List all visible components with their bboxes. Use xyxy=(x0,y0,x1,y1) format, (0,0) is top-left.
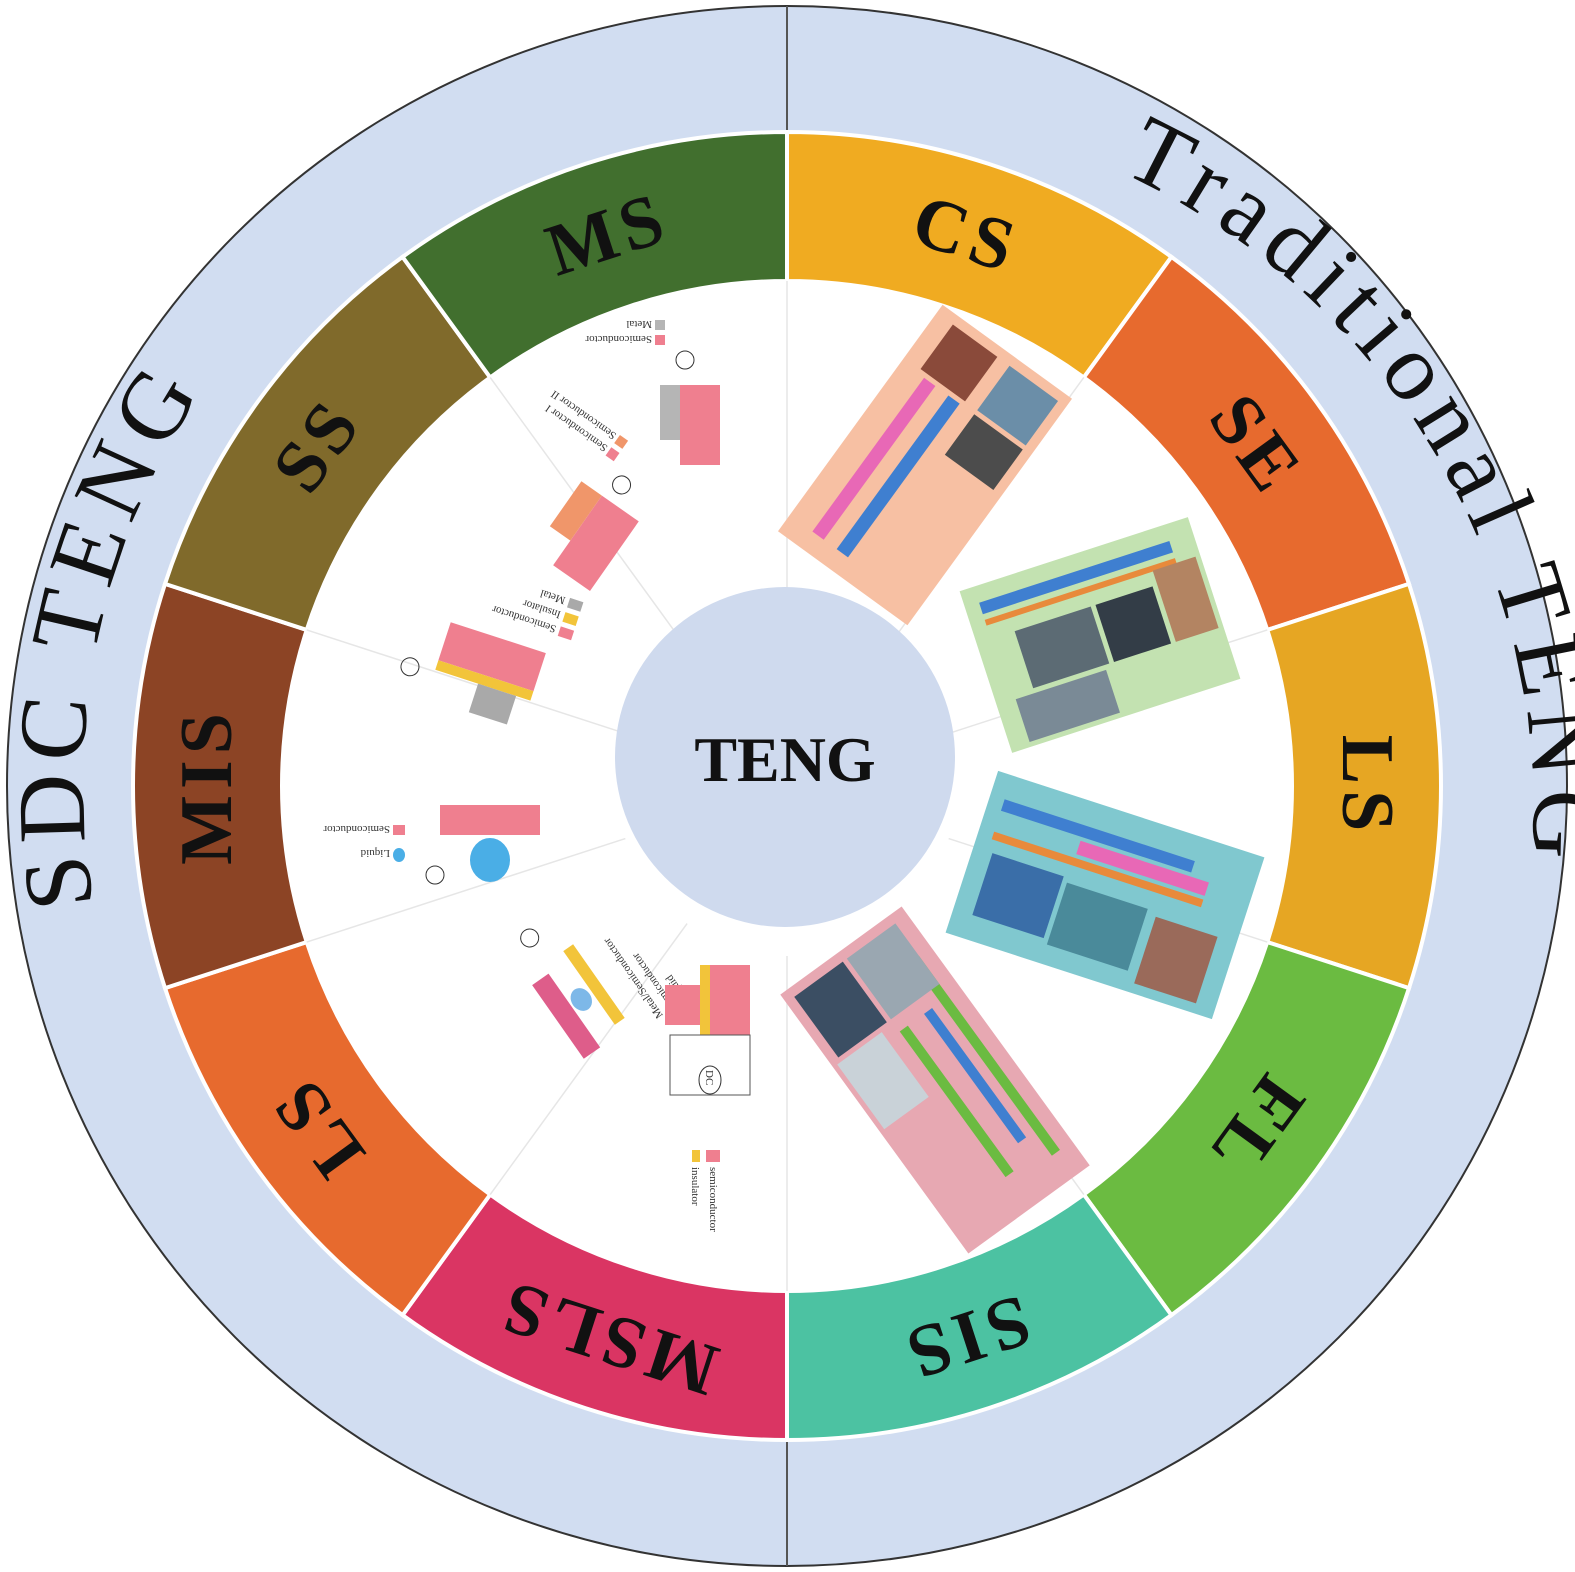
sdc-ls-legend-1: Semiconductor xyxy=(323,823,390,835)
ss-orange-block xyxy=(549,481,602,541)
mis-gray-block xyxy=(468,683,517,725)
sis-legend-swatch-1 xyxy=(706,1150,720,1162)
ls-orange-bar xyxy=(991,831,1204,908)
ls-blue-bar xyxy=(1000,799,1195,873)
fl-green-bar-1 xyxy=(910,955,1060,1156)
msls-ammeter xyxy=(520,928,540,948)
sis-circuit xyxy=(669,1034,751,1096)
sdc-ls-legend-swatch-1 xyxy=(393,825,405,835)
mis-legend-swatch-1 xyxy=(557,626,575,641)
se-photo-2 xyxy=(1095,586,1172,662)
sdc-ls-legend-swatch-2 xyxy=(393,848,405,862)
sis-yellow-layer xyxy=(700,965,710,1035)
sdc-ls-ammeter xyxy=(425,865,445,885)
cs-photo-3 xyxy=(920,324,998,402)
segment-label-mis-7: MIS xyxy=(166,707,248,865)
ms-gray-block xyxy=(660,385,680,440)
segment-label-ls-2: LS xyxy=(1326,735,1408,838)
ls-photo-1 xyxy=(972,853,1064,939)
fl-photo-2 xyxy=(794,961,887,1058)
sis-illustration: DC semiconductor insulator xyxy=(665,965,751,1232)
mis-yellow-layer xyxy=(435,660,534,701)
ss-legend-swatch-1 xyxy=(605,447,620,462)
se-blue-bar xyxy=(979,540,1174,615)
sdc-ls-pink-block xyxy=(440,805,540,835)
cs-photo-1 xyxy=(944,414,1023,490)
se-photo-3 xyxy=(1015,669,1120,742)
msls-yellow-block xyxy=(563,944,625,1025)
mis-legend-swatch-2 xyxy=(562,612,579,626)
ms-legend-swatch-1 xyxy=(655,335,665,345)
ls-photo-2 xyxy=(1046,882,1148,971)
sis-legend-swatch-2 xyxy=(692,1150,700,1162)
cs-pink-bar xyxy=(812,377,936,540)
ss-legend-swatch-2 xyxy=(614,434,629,449)
cs-blue-bar xyxy=(836,395,960,558)
ss-ammeter xyxy=(612,475,632,495)
ms-legend-swatch-2 xyxy=(655,320,665,330)
ls-photo-3 xyxy=(1134,916,1218,1004)
ls-pink-bar xyxy=(1076,840,1209,896)
fl-photo-3 xyxy=(837,1032,929,1130)
fl-blue-bar xyxy=(924,1007,1027,1144)
sdc-ls-illustration: Semiconductor Liquid xyxy=(323,805,540,885)
inner-divider-6 xyxy=(489,923,688,1195)
ms-pink-block xyxy=(680,385,720,465)
fl-illustration xyxy=(780,906,1090,1254)
ls-illustration xyxy=(945,770,1265,1020)
cs-photo-2 xyxy=(977,365,1059,446)
mis-pink-block xyxy=(438,622,546,692)
ms-ammeter xyxy=(675,350,695,370)
msls-pink-block xyxy=(532,973,601,1059)
se-illustration xyxy=(959,517,1241,753)
inner-divider-8 xyxy=(306,629,626,735)
inner-divider-7 xyxy=(306,837,626,943)
sdc-ls-droplet xyxy=(470,838,510,882)
sis-pink-block-1 xyxy=(710,965,750,1035)
se-photo-1 xyxy=(1014,606,1110,689)
fl-photo-1 xyxy=(846,923,940,1020)
msls-droplet xyxy=(570,988,593,1011)
sis-dc-source xyxy=(698,1065,722,1095)
cs-illustration xyxy=(777,304,1073,626)
sis-legend-2: insulator xyxy=(689,1167,701,1206)
ms-legend-2: Metal xyxy=(626,318,652,330)
sis-dc-label: DC xyxy=(703,1070,715,1085)
center-label: TENG xyxy=(694,724,875,795)
sis-legend-1: semiconductor xyxy=(707,1167,719,1232)
se-orange-bar xyxy=(984,558,1177,626)
ss-pink-block xyxy=(553,495,639,592)
fl-green-bar-2 xyxy=(899,1025,1014,1178)
sis-pink-block-2 xyxy=(665,985,700,1025)
center-circle xyxy=(615,587,955,927)
ms-legend-1: Semiconductor xyxy=(585,333,652,345)
ms-illustration: Semiconductor Metal xyxy=(585,318,720,465)
mis-ammeter xyxy=(400,657,420,677)
mis-legend-swatch-3 xyxy=(567,597,584,612)
sdc-ls-legend-2: Liquid xyxy=(360,847,390,859)
se-photo-4 xyxy=(1152,556,1219,642)
